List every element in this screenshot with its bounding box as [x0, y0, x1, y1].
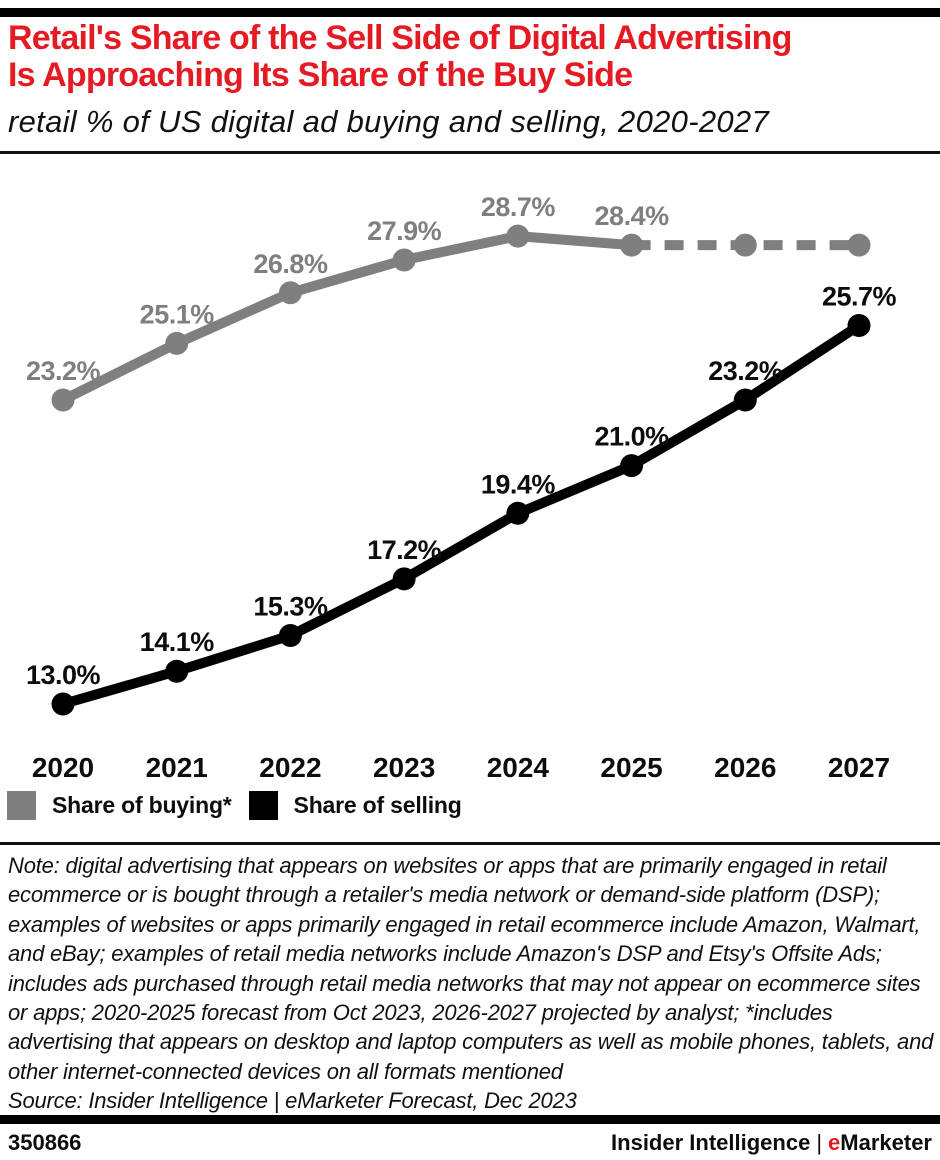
chart-title: Retail's Share of the Sell Side of Digit…: [8, 20, 938, 94]
chart-title-line2: Is Approaching Its Share of the Buy Side: [8, 56, 633, 94]
value-label-share-of-buying-2024: 28.7%: [481, 192, 556, 222]
data-point-share-of-selling-2022: [278, 623, 302, 647]
value-label-share-of-buying-2020: 23.2%: [26, 356, 101, 386]
x-axis-label-2025: 2025: [600, 752, 662, 783]
x-axis-label-2020: 2020: [32, 752, 94, 783]
value-label-share-of-buying-2022: 26.8%: [253, 249, 328, 279]
data-point-share-of-selling-2024: [506, 501, 530, 525]
value-label-share-of-selling-2026: 23.2%: [708, 356, 783, 386]
share-of-buying-line-solid: [60, 231, 632, 405]
value-label-share-of-selling-2022: 15.3%: [253, 591, 328, 621]
brand-separator: |: [816, 1130, 823, 1155]
data-point-share-of-selling-2021: [165, 659, 189, 683]
value-label-share-of-buying-2023: 27.9%: [367, 216, 442, 246]
note-text: Note: digital advertising that appears o…: [8, 853, 934, 1084]
buying-swatch-icon: [7, 791, 36, 820]
data-point-share-of-selling-2027: [847, 314, 871, 338]
top-accent-bar: [0, 8, 940, 17]
brand-insider-intelligence: Insider Intelligence: [611, 1130, 811, 1155]
x-axis-label-2023: 2023: [373, 752, 435, 783]
x-axis-label-2024: 2024: [487, 752, 550, 783]
share-of-selling-line-solid: [61, 321, 862, 709]
data-point-share-of-buying-2023: [392, 248, 416, 272]
footer: 350866 Insider Intelligence | eMarketer: [0, 1130, 940, 1160]
brand-logo: Insider Intelligence | eMarketer: [611, 1130, 932, 1156]
chart-legend: Share of buying* Share of selling: [7, 791, 462, 820]
header-divider: [0, 151, 940, 154]
data-point-share-of-selling-2023: [392, 567, 416, 591]
legend-label-buying: Share of buying*: [52, 792, 232, 818]
brand-emarketer-e: e: [828, 1130, 841, 1155]
data-point-share-of-buying-2026: [733, 233, 757, 257]
data-point-share-of-buying-2027: [847, 233, 871, 257]
footer-accent-bar: [0, 1115, 940, 1124]
data-point-share-of-buying-2021: [165, 331, 189, 355]
x-axis-label-2027: 2027: [828, 752, 890, 783]
chart-area: 23.2% 25.1% 26.8% 27.9% 28.7% 28.4% 13.0% 14.1%…: [0, 156, 940, 790]
data-point-share-of-selling-2025: [620, 454, 644, 478]
value-label-share-of-selling-2025: 21.0%: [595, 422, 670, 452]
value-label-share-of-selling-2027: 25.7%: [822, 282, 897, 312]
note-block: Note: digital advertising that appears o…: [8, 851, 934, 1116]
data-point-share-of-buying-2020: [51, 388, 75, 412]
data-point-share-of-buying-2022: [278, 281, 302, 305]
value-label-share-of-buying-2025: 28.4%: [595, 201, 670, 231]
note-divider: [0, 842, 940, 845]
chart-id: 350866: [8, 1130, 82, 1155]
chart-subtitle: retail % of US digital ad buying and sel…: [8, 104, 769, 139]
data-point-share-of-buying-2025: [620, 233, 644, 257]
value-label-share-of-selling-2020: 13.0%: [26, 660, 101, 690]
value-label-share-of-selling-2021: 14.1%: [140, 627, 215, 657]
value-label-share-of-selling-2023: 17.2%: [367, 535, 442, 565]
chart-title-line1: Retail's Share of the Sell Side of Digit…: [8, 19, 792, 57]
value-label-share-of-selling-2024: 19.4%: [481, 469, 556, 499]
x-axis-label-2026: 2026: [714, 752, 776, 783]
legend-label-selling: Share of selling: [293, 792, 462, 818]
brand-emarketer-rest: Marketer: [840, 1130, 932, 1155]
value-label-share-of-buying-2021: 25.1%: [140, 299, 215, 329]
x-axis-label-2022: 2022: [259, 752, 321, 783]
source-text: Source: Insider Intelligence | eMarketer…: [8, 1088, 577, 1114]
chart-canvas: 23.2% 25.1% 26.8% 27.9% 28.7% 28.4% 13.0% 14.1%…: [26, 192, 897, 783]
data-point-share-of-selling-2026: [733, 388, 757, 412]
legend-item-selling: Share of selling: [248, 791, 462, 820]
data-point-share-of-selling-2020: [51, 692, 75, 716]
selling-swatch-icon: [248, 791, 278, 820]
legend-item-buying: Share of buying*: [7, 791, 232, 820]
x-axis-label-2021: 2021: [146, 752, 208, 783]
data-point-share-of-buying-2024: [506, 224, 530, 248]
